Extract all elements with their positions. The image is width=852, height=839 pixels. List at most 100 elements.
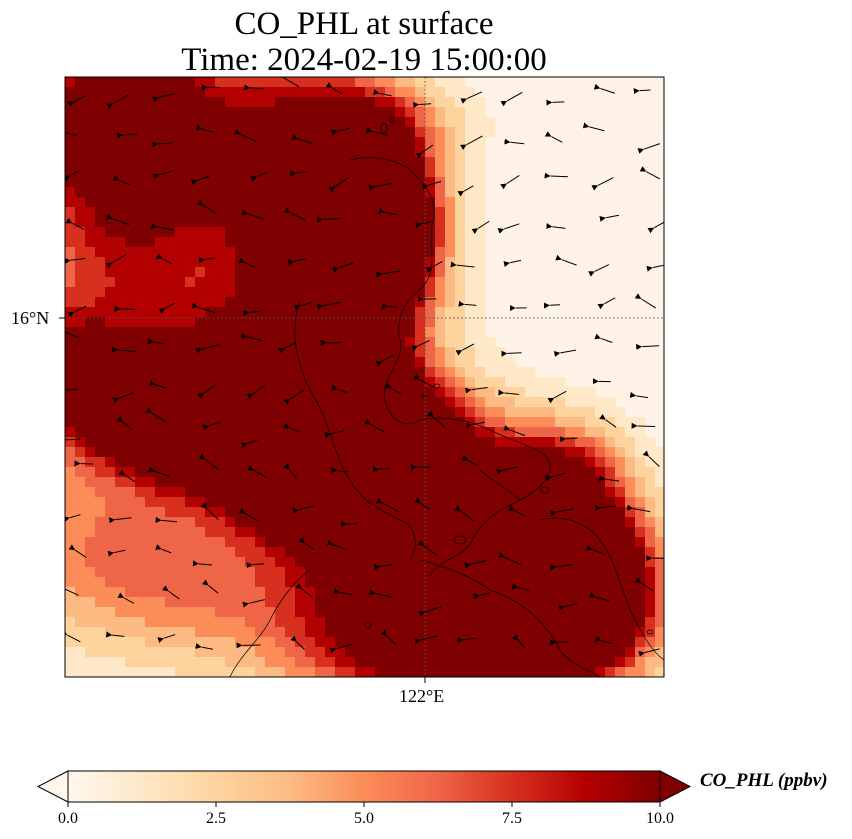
wind-vector-arrow xyxy=(373,466,391,473)
wind-vector-arrow xyxy=(415,144,434,159)
wind-vector-arrow xyxy=(326,539,348,551)
wind-vector-arrow xyxy=(152,170,174,180)
wind-vector-arrow xyxy=(158,302,176,314)
wind-vector-arrow xyxy=(418,606,442,617)
wind-vector-arrow xyxy=(155,516,177,523)
wind-vector-arrow xyxy=(498,389,520,396)
wind-vector-arrow xyxy=(647,221,664,234)
colorbar xyxy=(36,770,692,807)
wind-vector-arrow xyxy=(155,253,173,265)
wind-vector-arrow xyxy=(508,505,525,517)
wind-vector-arrow xyxy=(634,577,654,592)
wind-vector-arrow xyxy=(626,504,651,513)
wind-vector-arrow xyxy=(382,303,399,310)
wind-vector-arrow xyxy=(421,181,442,190)
longitude-tick-label: 122°E xyxy=(399,686,445,706)
colorbar-tick-label: 0.0 xyxy=(58,810,78,827)
wind-vector-arrow xyxy=(373,564,392,571)
wind-vector-arrow xyxy=(149,380,167,389)
wind-vector-arrow xyxy=(65,588,79,596)
wind-vector-arrow xyxy=(425,260,443,273)
wind-vector-arrow xyxy=(65,438,81,441)
wind-vector-arrow xyxy=(646,264,664,272)
wind-vector-arrow xyxy=(117,592,135,604)
wind-vector-arrow xyxy=(369,589,393,598)
wind-vector-arrow xyxy=(414,497,431,511)
wind-vector-arrow xyxy=(598,475,620,482)
wind-vector-arrow xyxy=(544,172,568,179)
wind-vector-arrow xyxy=(411,340,430,352)
wind-vector-arrow xyxy=(636,343,660,350)
plot-title-line1: CO_PHL at surface xyxy=(234,6,494,42)
wind-vector-arrow xyxy=(414,635,438,645)
wind-vector-arrow xyxy=(243,309,261,316)
wind-vector-arrow xyxy=(198,257,216,264)
wind-vector-arrow xyxy=(241,439,258,449)
wind-vector-arrow xyxy=(112,175,130,186)
map-frame xyxy=(64,76,665,678)
wind-vector-arrow xyxy=(238,257,255,268)
wind-vector-arrow xyxy=(500,175,520,190)
wind-vector-arrow xyxy=(471,220,490,235)
wind-vector-arrow xyxy=(105,631,125,638)
colorbar-tick-label: 5.0 xyxy=(354,810,374,827)
wind-vector-arrow xyxy=(200,502,219,520)
wind-vector-arrow xyxy=(549,564,573,571)
wind-vector-arrow xyxy=(368,182,393,191)
wind-vector-arrow xyxy=(67,95,86,107)
wind-vector-arrow xyxy=(511,583,531,591)
wind-vector-arrow xyxy=(330,384,348,394)
wind-vector-arrow xyxy=(68,544,87,558)
wind-vector-arrow xyxy=(298,536,314,550)
wind-vector-arrow xyxy=(283,422,301,433)
wind-vector-arrow xyxy=(364,418,385,433)
wind-vector-arrow xyxy=(512,634,526,649)
wind-vector-arrow xyxy=(543,302,561,309)
wind-vector-arrow xyxy=(365,127,388,136)
wind-vector-arrow xyxy=(501,350,522,357)
wind-vector-arrow xyxy=(458,300,477,307)
wind-vector-arrow xyxy=(547,390,567,404)
wind-vector-arrow xyxy=(473,592,490,600)
wind-vector-arrow xyxy=(380,629,397,646)
wind-vector-arrow xyxy=(116,416,132,430)
latitude-tick-label: 16°N xyxy=(11,308,50,328)
wind-vector-arrow xyxy=(241,209,264,220)
wind-vector-arrow xyxy=(250,172,267,182)
wind-vector-arrow xyxy=(460,135,483,151)
wind-vector-arrow xyxy=(246,562,264,569)
wind-vector-arrow xyxy=(594,333,613,343)
wind-vector-arrow xyxy=(330,127,351,136)
wind-vector-arrow xyxy=(457,637,477,644)
wind-vector-arrow xyxy=(384,382,402,395)
wind-vector-arrow xyxy=(503,424,526,437)
wind-vector-arrow xyxy=(546,223,566,229)
wind-vector-arrow xyxy=(455,343,475,356)
wind-vector-arrow xyxy=(497,223,520,234)
wind-vector-arrow xyxy=(329,643,353,654)
wind-vector-arrow xyxy=(413,101,432,108)
wind-vector-arrow xyxy=(65,629,81,643)
wind-vector-arrow xyxy=(465,386,488,394)
wind-vector-arrow xyxy=(638,648,660,657)
wind-vector-arrow xyxy=(65,514,81,523)
wind-vector-arrow xyxy=(290,170,308,177)
wind-vector-arrow xyxy=(155,544,172,554)
wind-vector-arrow xyxy=(639,166,661,180)
wind-vector-arrow xyxy=(191,302,215,314)
wind-vector-arrow xyxy=(107,549,126,557)
wind-vector-arrow xyxy=(550,508,574,516)
wind-vector-arrow xyxy=(461,455,479,467)
wind-vector-arrow xyxy=(544,472,567,482)
wind-vector-arrow xyxy=(555,254,577,266)
colorbar-tick-label: 7.5 xyxy=(502,810,522,827)
wind-vector-arrow xyxy=(503,259,522,268)
wind-vector-arrow xyxy=(112,392,135,404)
wind-vector-arrow xyxy=(588,264,610,277)
wind-vector-arrow xyxy=(283,463,298,479)
wind-vector-arrow xyxy=(558,603,578,611)
wind-vector-arrow xyxy=(147,466,171,478)
wind-vector-arrow xyxy=(378,208,396,216)
wind-vector-arrow xyxy=(373,89,392,97)
wind-vector-arrow xyxy=(277,77,300,88)
